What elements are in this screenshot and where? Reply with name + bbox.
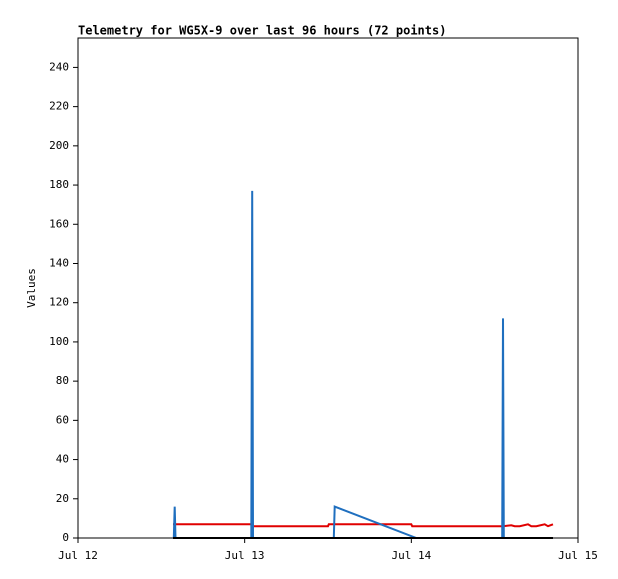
y-tick-label: 180: [49, 178, 69, 191]
chart-title: Telemetry for WG5X-9 over last 96 hours …: [78, 24, 446, 38]
y-tick-label: 20: [56, 492, 69, 505]
y-tick-label: 120: [49, 296, 69, 309]
series-line: [173, 523, 554, 528]
y-tick-label: 100: [49, 335, 69, 348]
y-tick-label: 220: [49, 100, 69, 113]
x-tick-label: Jul 13: [225, 549, 265, 562]
x-tick-label: Jul 12: [58, 549, 98, 562]
series-line: [172, 190, 553, 539]
y-tick-label: 140: [49, 256, 69, 269]
y-tick-label: 80: [56, 374, 69, 387]
y-tick-label: 40: [56, 453, 69, 466]
y-tick-label: 240: [49, 60, 69, 73]
y-tick-label: 60: [56, 413, 69, 426]
y-tick-label: 160: [49, 217, 69, 230]
y-axis-label: Values: [25, 268, 38, 308]
x-tick-label: Jul 15: [558, 549, 598, 562]
x-tick-label: Jul 14: [391, 549, 431, 562]
y-tick-label: 200: [49, 139, 69, 152]
y-tick-label: 0: [62, 531, 69, 544]
